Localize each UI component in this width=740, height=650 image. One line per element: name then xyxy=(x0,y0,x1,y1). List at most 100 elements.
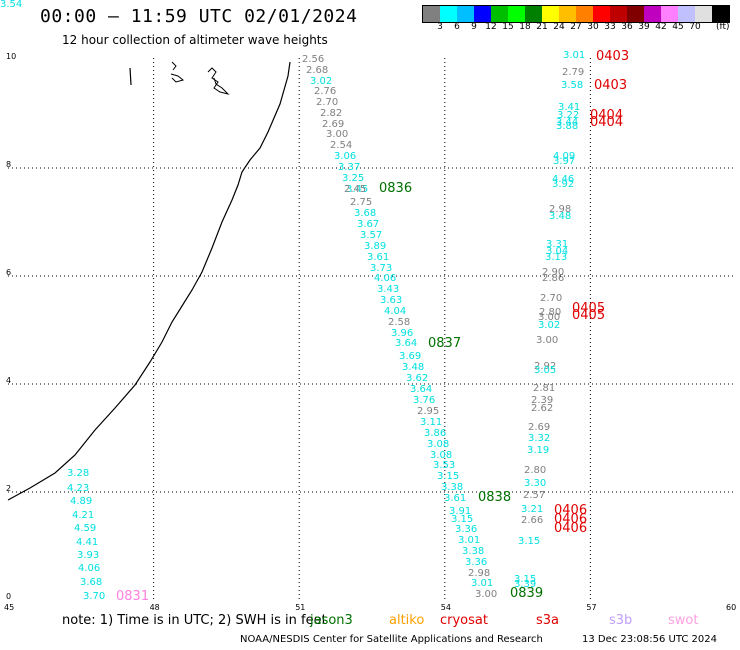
wave-height-label: 2.54 xyxy=(330,140,353,151)
legend-item-swot: swot xyxy=(668,613,699,628)
wave-height-label: 2.98 xyxy=(549,204,572,215)
wave-height-label: 3.88 xyxy=(556,121,579,132)
color-scale-label: 70 xyxy=(689,22,701,32)
wave-height-label: 3.62 xyxy=(406,373,429,384)
wave-height-label: 3.57 xyxy=(360,230,383,241)
wave-height-label: 4.06 xyxy=(374,273,397,284)
color-scale-label: 33 xyxy=(604,22,616,32)
wave-height-label: 3.02 xyxy=(538,320,561,331)
color-scale-label: 18 xyxy=(519,22,531,32)
color-scale-cell xyxy=(678,6,695,22)
color-scale-cell xyxy=(440,6,457,22)
pass-time-label: 0838 xyxy=(478,490,512,505)
color-scale-label: 3 xyxy=(437,22,443,32)
island-outline xyxy=(170,61,185,83)
wave-height-label: 2.80 xyxy=(539,307,562,318)
wave-height-label: 4.23 xyxy=(67,483,90,494)
wave-height-label: 3.61 xyxy=(444,493,467,504)
wave-height-label: 3.38 xyxy=(462,546,485,557)
pass-time-label: 0403 xyxy=(596,49,630,64)
color-scale-cell xyxy=(712,6,729,22)
wave-height-label: 2.58 xyxy=(388,317,411,328)
y-tick-label: 4 xyxy=(6,376,12,385)
wave-height-label: 3.00 xyxy=(326,129,349,140)
color-scale-label: 6 xyxy=(454,22,460,32)
wave-height-label: 2.62 xyxy=(531,403,554,414)
wave-height-label: 4.06 xyxy=(78,563,101,574)
color-scale-label: 27 xyxy=(570,22,582,32)
pass-time-label: 0405 xyxy=(572,308,606,323)
wave-height-label: 2.45 xyxy=(344,184,367,195)
color-scale-cell xyxy=(423,6,440,22)
footnote: note: 1) Time is in UTC; 2) SWH is in fe… xyxy=(62,613,327,628)
y-tick-label: 10 xyxy=(6,52,17,61)
wave-height-label: 2.81 xyxy=(533,383,556,394)
wave-height-label: 3.76 xyxy=(413,395,436,406)
color-scale-label: 21 xyxy=(536,22,548,32)
wave-height-label: 2.70 xyxy=(540,293,563,304)
wave-height-label: 2.79 xyxy=(562,67,585,78)
wave-height-label: 3.39 xyxy=(514,579,537,590)
x-tick-label: 60 xyxy=(726,603,737,612)
pass-time-label: 0404 xyxy=(590,108,624,123)
y-tick-label: 8 xyxy=(6,160,12,169)
wave-height-label: 3.69 xyxy=(399,351,422,362)
wave-height-label: 2.75 xyxy=(350,197,373,208)
color-scale-cell xyxy=(542,6,559,22)
coastline xyxy=(7,61,291,501)
y-tick-label: 6 xyxy=(6,268,12,277)
y-tick-label: 0 xyxy=(6,592,12,601)
wave-height-label: 3.91 xyxy=(449,506,472,517)
color-scale-label: 9 xyxy=(471,22,477,32)
wave-height-label: 3.97 xyxy=(553,156,576,167)
legend-item-s3b: s3b xyxy=(609,613,633,628)
color-scale-label: 24 xyxy=(553,22,565,32)
pass-time-label: 0406 xyxy=(554,503,588,518)
x-tick-label: 51 xyxy=(295,603,306,612)
wave-height-label: 3.73 xyxy=(370,263,393,274)
wave-height-label: 3.86 xyxy=(424,428,447,439)
wave-height-label: 3.15 xyxy=(451,514,474,525)
color-scale-cell xyxy=(474,6,491,22)
page-title: 00:00 — 11:59 UTC 02/01/2024 xyxy=(40,6,358,27)
color-scale-cell xyxy=(610,6,627,22)
pass-time-label: 0405 xyxy=(572,301,606,316)
wave-height-label: 3.70 xyxy=(83,591,106,602)
pass-time-label: 0403 xyxy=(594,78,628,93)
wave-height-label: 2.76 xyxy=(314,86,337,97)
wave-height-label: 3.22 xyxy=(557,110,580,121)
wave-height-label: 2.92 xyxy=(534,361,557,372)
legend-item-s3a: s3a xyxy=(536,613,560,628)
wave-height-label: 3.41 xyxy=(558,102,581,113)
wave-height-label: 3.44 xyxy=(556,117,579,128)
color-scale-cell xyxy=(627,6,644,22)
wave-height-label: 3.00 xyxy=(475,589,498,600)
pass-time-label: 0837 xyxy=(428,336,462,351)
wave-height-label: 3.21 xyxy=(521,504,544,515)
wave-height-label: 3.11 xyxy=(420,417,443,428)
wave-height-label: 3.19 xyxy=(527,445,550,456)
wave-height-label: 3.48 xyxy=(549,211,572,222)
wave-height-label: 3.64 xyxy=(395,338,418,349)
wave-height-label: 3.58 xyxy=(561,80,584,91)
pass-time-label: 0404 xyxy=(590,115,624,130)
color-scale-label: 30 xyxy=(587,22,599,32)
wave-height-label: 3.04 xyxy=(546,246,569,257)
page-subtitle: 12 hour collection of altimeter wave hei… xyxy=(62,33,328,47)
wave-height-label: 3.01 xyxy=(458,535,481,546)
wave-height-label: 3.08 xyxy=(427,439,450,450)
legend-item-cryosat: cryosat xyxy=(440,613,488,628)
wave-height-label: 3.06 xyxy=(334,151,357,162)
wave-height-label: 2.90 xyxy=(542,267,565,278)
wave-height-label: 3.37 xyxy=(338,162,361,173)
wave-height-label: 2.57 xyxy=(523,490,546,501)
color-scale-cell xyxy=(576,6,593,22)
wave-height-label: 3.02 xyxy=(310,76,333,87)
color-scale-cell xyxy=(525,6,542,22)
island-outline xyxy=(207,67,230,95)
color-scale-unit: (ft) xyxy=(716,22,730,32)
wave-height-label: 2.70 xyxy=(316,97,339,108)
color-scale-label: 36 xyxy=(621,22,633,32)
wave-height-label: 3.63 xyxy=(380,295,403,306)
